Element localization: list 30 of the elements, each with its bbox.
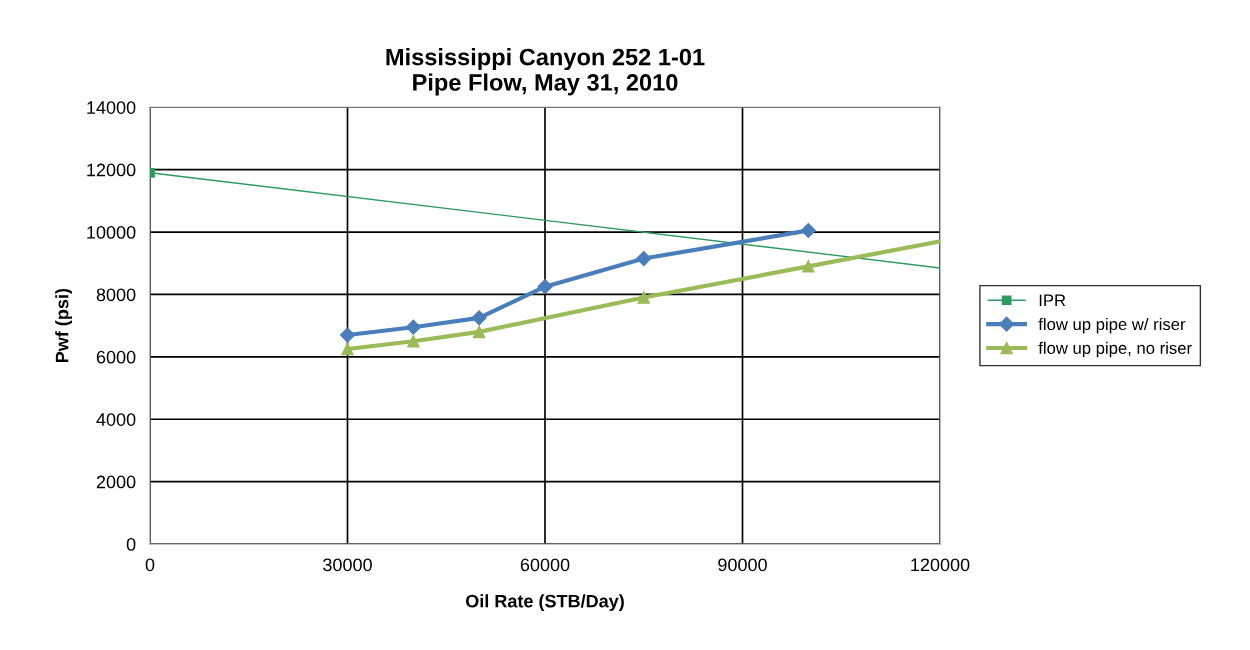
point bbox=[802, 260, 815, 273]
y-tick-label: 8000 bbox=[96, 288, 136, 302]
y-tick-label: 10000 bbox=[87, 225, 136, 239]
point bbox=[636, 250, 652, 267]
point bbox=[407, 334, 420, 348]
y-tick-label: 6000 bbox=[96, 350, 136, 364]
legend-label: IPR bbox=[1039, 294, 1066, 307]
y-tick-label: 4000 bbox=[96, 413, 136, 426]
legend-label: flow up pipe, no riser bbox=[1038, 341, 1192, 358]
point bbox=[405, 319, 421, 335]
point bbox=[471, 310, 487, 326]
point bbox=[339, 327, 356, 343]
chart-title: Mississippi Canyon 252 1-01 Pipe Flow, May 31, 2010 bbox=[386, 48, 705, 96]
x-tick-label: 120000 bbox=[911, 558, 970, 572]
legend-label: flow up pipe w/ riser bbox=[1038, 317, 1186, 334]
point bbox=[637, 291, 651, 304]
x-tick-label: 90000 bbox=[718, 558, 767, 572]
point bbox=[472, 325, 486, 339]
y-axis-title: Pwf (psi) bbox=[55, 288, 73, 363]
x-tick-label: 60000 bbox=[520, 558, 570, 572]
x-tick-label: 30000 bbox=[323, 558, 372, 572]
y-tick-label: 0 bbox=[126, 537, 136, 551]
y-tick-label: 2000 bbox=[96, 475, 136, 489]
y-tick-label: 12000 bbox=[87, 163, 136, 177]
point bbox=[537, 279, 553, 295]
point bbox=[800, 222, 816, 239]
x-axis-title: Oil Rate (STB/Day) bbox=[465, 594, 624, 612]
point bbox=[341, 342, 354, 356]
y-tick-label: 14000 bbox=[87, 101, 136, 114]
x-tick-label: 0 bbox=[145, 558, 155, 572]
